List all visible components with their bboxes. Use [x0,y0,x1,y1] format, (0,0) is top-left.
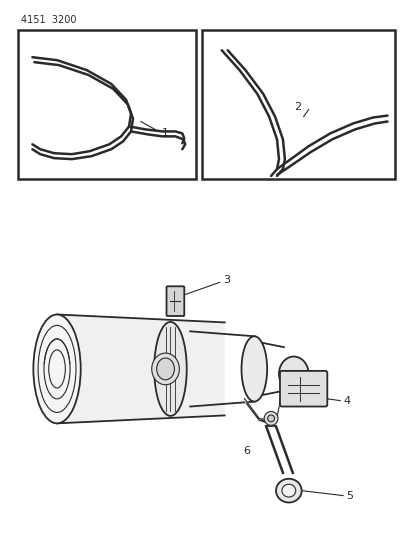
Text: 6: 6 [243,446,250,456]
Text: 3: 3 [222,276,229,285]
Ellipse shape [151,353,179,385]
Text: 1: 1 [161,128,168,139]
Bar [202,30,394,179]
Ellipse shape [33,314,81,423]
Text: 5: 5 [345,490,352,500]
Ellipse shape [241,336,267,401]
Text: 2: 2 [293,102,300,112]
Ellipse shape [263,411,277,425]
Ellipse shape [154,322,186,416]
Polygon shape [57,314,224,423]
Ellipse shape [267,415,274,422]
Ellipse shape [278,357,308,391]
Ellipse shape [281,484,295,497]
Ellipse shape [156,358,174,380]
Text: 4151  3200: 4151 3200 [20,14,76,25]
Ellipse shape [275,479,301,503]
Polygon shape [244,399,268,423]
FancyBboxPatch shape [166,286,184,316]
Bar [18,30,196,179]
FancyBboxPatch shape [279,371,326,407]
Text: 4: 4 [342,395,349,406]
